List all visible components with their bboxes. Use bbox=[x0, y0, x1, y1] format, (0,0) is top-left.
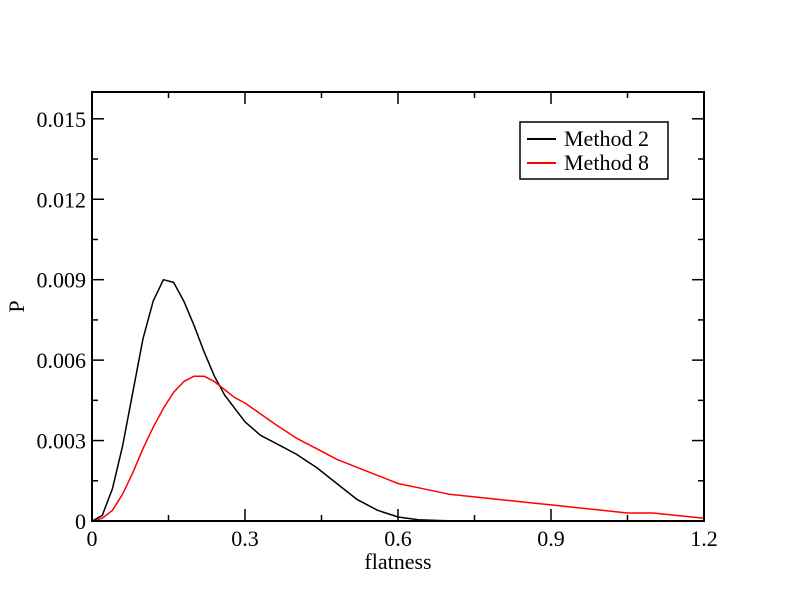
y-tick-label: 0.012 bbox=[37, 187, 87, 212]
plot-frame bbox=[91, 91, 705, 522]
x-tick-label: 0.3 bbox=[231, 526, 259, 551]
legend-box bbox=[519, 121, 669, 180]
legend-label-method-8: Method 8 bbox=[564, 150, 649, 175]
y-tick-label: 0.003 bbox=[37, 429, 87, 454]
ticks-layer: 0 0.3 0.6 0.9 1.2 0 0.003 0.006 0.009 0.012 0.015 bbox=[37, 92, 718, 551]
legend: Method 2 Method 8 bbox=[519, 121, 669, 180]
x-tick-label: 0.6 bbox=[384, 526, 412, 551]
legend-label-method-2: Method 2 bbox=[564, 126, 649, 151]
x-tick-label: 1.2 bbox=[690, 526, 718, 551]
x-tick-label: 0 bbox=[87, 526, 98, 551]
x-tick-label: 0.9 bbox=[537, 526, 565, 551]
series-layer bbox=[91, 278, 705, 522]
y-tick-label: 0.009 bbox=[37, 268, 87, 293]
y-tick-label: 0.015 bbox=[37, 107, 87, 132]
y-tick-label: 0.006 bbox=[37, 348, 87, 373]
y-tick-label: 0 bbox=[75, 509, 86, 534]
x-axis-label: flatness bbox=[364, 549, 431, 574]
series-line-method-8 bbox=[91, 375, 705, 522]
series-line-method-2 bbox=[91, 278, 704, 522]
y-axis-label: P bbox=[4, 300, 29, 312]
